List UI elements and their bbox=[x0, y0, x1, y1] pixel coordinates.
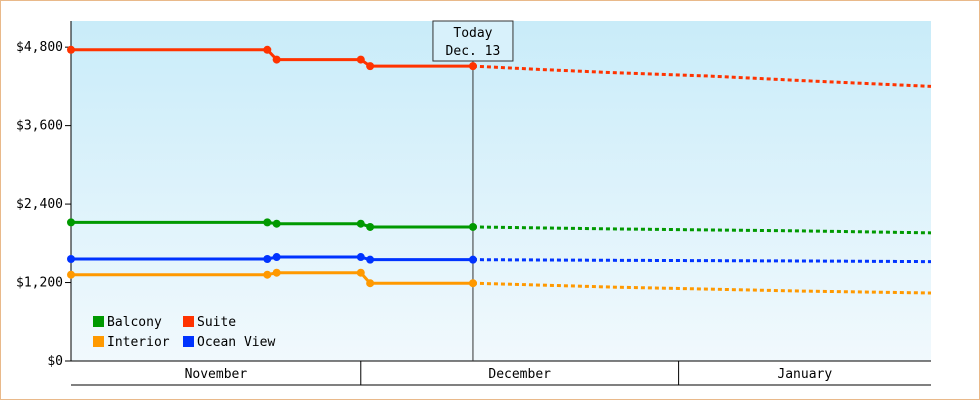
data-point-ocean-view bbox=[366, 255, 375, 264]
data-point-balcony bbox=[263, 218, 272, 227]
data-point-suite bbox=[356, 55, 365, 64]
legend-label-ocean-view: Ocean View bbox=[197, 335, 275, 350]
data-point-interior bbox=[366, 279, 375, 288]
data-point-suite bbox=[366, 62, 375, 71]
data-point-balcony bbox=[468, 222, 477, 231]
month-label: November bbox=[185, 367, 248, 382]
y-tick-label: $4,800 bbox=[16, 40, 63, 55]
data-point-interior bbox=[263, 270, 272, 279]
y-tick-label: $2,400 bbox=[16, 197, 63, 212]
data-point-balcony bbox=[272, 219, 281, 228]
series-line-suite bbox=[71, 48, 473, 68]
legend-swatch-balcony bbox=[93, 316, 104, 327]
data-point-suite bbox=[67, 45, 75, 54]
series-forecast-line-ocean-view bbox=[472, 258, 932, 264]
data-point-balcony bbox=[67, 218, 75, 227]
series-line-ocean-view bbox=[71, 255, 473, 262]
legend-label-suite: Suite bbox=[197, 315, 236, 330]
legend-swatch-interior bbox=[93, 336, 104, 347]
series-line-balcony bbox=[71, 220, 473, 229]
data-point-ocean-view bbox=[67, 255, 75, 263]
series-line-interior bbox=[71, 271, 473, 285]
data-point-suite bbox=[272, 55, 281, 64]
data-point-balcony bbox=[366, 222, 375, 231]
series-forecast-line-balcony bbox=[472, 225, 932, 235]
data-point-interior bbox=[272, 268, 281, 277]
data-point-suite bbox=[468, 62, 477, 71]
data-point-ocean-view bbox=[263, 255, 272, 263]
y-tick-label: $1,200 bbox=[16, 276, 63, 291]
today-label: Today bbox=[453, 26, 492, 41]
data-point-ocean-view bbox=[356, 253, 365, 262]
today-callout-box bbox=[432, 20, 514, 62]
legend-swatch-ocean-view bbox=[183, 336, 194, 347]
y-tick-label: $3,600 bbox=[16, 119, 63, 134]
month-label: January bbox=[777, 367, 832, 382]
month-label: December bbox=[488, 367, 551, 382]
data-point-ocean-view bbox=[272, 253, 281, 262]
plot-background bbox=[71, 21, 931, 361]
legend-label-interior: Interior bbox=[107, 335, 170, 350]
data-point-suite bbox=[263, 45, 272, 54]
legend-label-balcony: Balcony bbox=[107, 315, 162, 330]
data-point-ocean-view bbox=[468, 255, 477, 264]
data-point-interior bbox=[468, 279, 477, 288]
data-point-interior bbox=[67, 270, 75, 279]
series-forecast-line-interior bbox=[472, 281, 932, 295]
data-point-balcony bbox=[356, 219, 365, 228]
today-date-label: Dec. 13 bbox=[446, 44, 501, 59]
data-point-interior bbox=[356, 268, 365, 277]
legend-swatch-suite bbox=[183, 316, 194, 327]
y-tick-label: $0 bbox=[47, 354, 63, 369]
